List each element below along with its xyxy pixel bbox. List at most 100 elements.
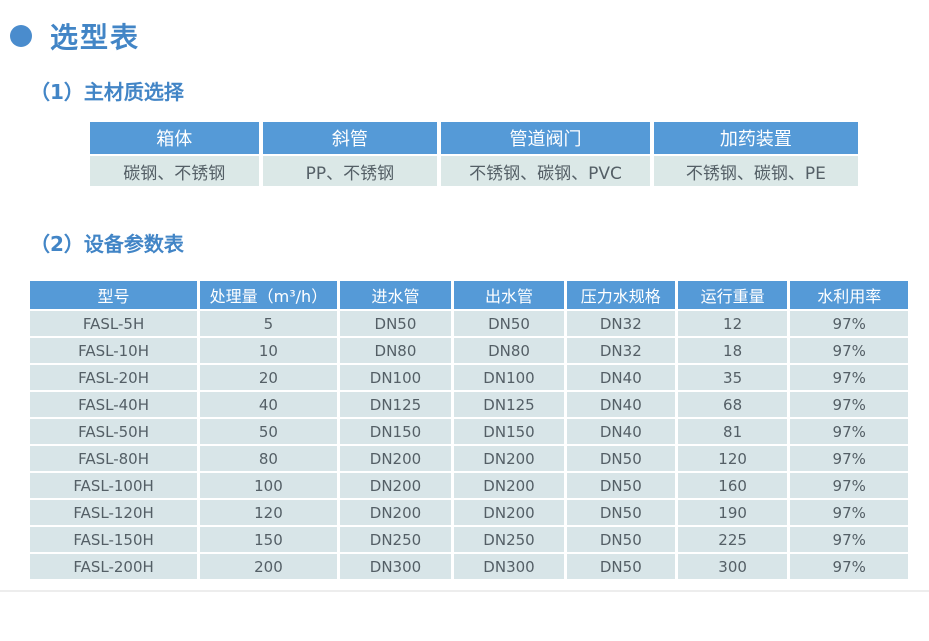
column-header: 压力水规格 bbox=[566, 281, 675, 309]
param-cell: DN50 bbox=[339, 311, 452, 336]
param-cell: DN100 bbox=[454, 365, 564, 390]
section-1-heading: （1）主材质选择 bbox=[30, 80, 184, 104]
param-cell: FASL-150H bbox=[30, 527, 198, 552]
param-cell: DN125 bbox=[339, 392, 452, 417]
param-cell: 40 bbox=[200, 392, 337, 417]
param-header-row: 型号 处理量（m³/h） 进水管 出水管 压力水规格 运行重量 水利用率 bbox=[30, 281, 908, 309]
table-row: FASL-5H 5 DN50 DN50 DN32 12 97% bbox=[30, 311, 908, 336]
table-row: 碳钢、不锈钢 PP、不锈钢 不锈钢、碳钢、PVC 不锈钢、碳钢、PE bbox=[90, 156, 858, 186]
param-cell: 200 bbox=[200, 554, 337, 579]
column-header: 水利用率 bbox=[790, 281, 908, 309]
table-row: FASL-200H 200 DN300 DN300 DN50 300 97% bbox=[30, 554, 908, 579]
param-cell: 97% bbox=[790, 473, 908, 498]
param-cell: DN40 bbox=[566, 419, 675, 444]
param-cell: DN100 bbox=[339, 365, 452, 390]
param-cell: DN200 bbox=[454, 446, 564, 471]
param-cell: DN200 bbox=[339, 446, 452, 471]
column-header: 箱体 bbox=[90, 122, 259, 154]
column-header: 斜管 bbox=[262, 122, 438, 154]
param-cell: 5 bbox=[200, 311, 337, 336]
param-cell: DN300 bbox=[339, 554, 452, 579]
equipment-parameter-table: 型号 处理量（m³/h） 进水管 出水管 压力水规格 运行重量 水利用率 FAS… bbox=[27, 279, 911, 581]
param-cell: 97% bbox=[790, 554, 908, 579]
param-cell: DN150 bbox=[339, 419, 452, 444]
param-cell: DN300 bbox=[454, 554, 564, 579]
column-header: 加药装置 bbox=[653, 122, 858, 154]
param-cell: FASL-5H bbox=[30, 311, 198, 336]
param-cell: 97% bbox=[790, 446, 908, 471]
table-row: FASL-50H 50 DN150 DN150 DN40 81 97% bbox=[30, 419, 908, 444]
table-row: FASL-10H 10 DN80 DN80 DN32 18 97% bbox=[30, 338, 908, 363]
bullet-circle-icon bbox=[10, 25, 32, 47]
column-header: 进水管 bbox=[339, 281, 452, 309]
table-row: FASL-80H 80 DN200 DN200 DN50 120 97% bbox=[30, 446, 908, 471]
param-cell: 35 bbox=[677, 365, 788, 390]
param-cell: DN32 bbox=[566, 338, 675, 363]
param-cell: DN40 bbox=[566, 365, 675, 390]
param-cell: 20 bbox=[200, 365, 337, 390]
param-cell: DN80 bbox=[454, 338, 564, 363]
bottom-divider bbox=[0, 590, 929, 592]
param-cell: DN40 bbox=[566, 392, 675, 417]
table-row: FASL-20H 20 DN100 DN100 DN40 35 97% bbox=[30, 365, 908, 390]
material-cell: 不锈钢、碳钢、PVC bbox=[441, 156, 650, 186]
param-cell: DN250 bbox=[454, 527, 564, 552]
param-cell: DN200 bbox=[454, 473, 564, 498]
param-cell: DN125 bbox=[454, 392, 564, 417]
column-header: 运行重量 bbox=[677, 281, 788, 309]
material-selection-table: 箱体 斜管 管道阀门 加药装置 碳钢、不锈钢 PP、不锈钢 不锈钢、碳钢、PVC… bbox=[86, 120, 862, 188]
param-cell: 18 bbox=[677, 338, 788, 363]
param-cell: DN200 bbox=[454, 500, 564, 525]
param-cell: 300 bbox=[677, 554, 788, 579]
page-title: 选型表 bbox=[10, 16, 140, 56]
material-header-row: 箱体 斜管 管道阀门 加药装置 bbox=[90, 122, 858, 154]
param-cell: 97% bbox=[790, 365, 908, 390]
param-cell: FASL-200H bbox=[30, 554, 198, 579]
param-cell: 80 bbox=[200, 446, 337, 471]
param-cell: DN50 bbox=[566, 473, 675, 498]
param-cell: 97% bbox=[790, 338, 908, 363]
param-cell: DN50 bbox=[566, 500, 675, 525]
param-cell: 10 bbox=[200, 338, 337, 363]
param-cell: 50 bbox=[200, 419, 337, 444]
param-cell: FASL-120H bbox=[30, 500, 198, 525]
param-cell: FASL-40H bbox=[30, 392, 198, 417]
param-cell: DN32 bbox=[566, 311, 675, 336]
param-cell: DN50 bbox=[566, 554, 675, 579]
page-title-text: 选型表 bbox=[50, 21, 141, 54]
param-cell: DN250 bbox=[339, 527, 452, 552]
param-cell: 100 bbox=[200, 473, 337, 498]
param-cell: FASL-50H bbox=[30, 419, 198, 444]
param-cell: 68 bbox=[677, 392, 788, 417]
param-cell: FASL-20H bbox=[30, 365, 198, 390]
column-header: 管道阀门 bbox=[441, 122, 650, 154]
param-cell: 97% bbox=[790, 527, 908, 552]
param-cell: 81 bbox=[677, 419, 788, 444]
param-cell: 190 bbox=[677, 500, 788, 525]
material-cell: 碳钢、不锈钢 bbox=[90, 156, 259, 186]
param-cell: 150 bbox=[200, 527, 337, 552]
column-header: 处理量（m³/h） bbox=[200, 281, 337, 309]
section-2-heading: （2）设备参数表 bbox=[30, 232, 184, 256]
column-header: 型号 bbox=[30, 281, 198, 309]
param-cell: FASL-100H bbox=[30, 473, 198, 498]
table-row: FASL-100H 100 DN200 DN200 DN50 160 97% bbox=[30, 473, 908, 498]
param-cell: DN50 bbox=[566, 527, 675, 552]
param-cell: FASL-10H bbox=[30, 338, 198, 363]
param-cell: 120 bbox=[200, 500, 337, 525]
param-cell: 120 bbox=[677, 446, 788, 471]
param-cell: 97% bbox=[790, 392, 908, 417]
param-cell: DN50 bbox=[566, 446, 675, 471]
param-cell: 225 bbox=[677, 527, 788, 552]
table-row: FASL-40H 40 DN125 DN125 DN40 68 97% bbox=[30, 392, 908, 417]
column-header: 出水管 bbox=[454, 281, 564, 309]
param-cell: DN200 bbox=[339, 473, 452, 498]
material-cell: 不锈钢、碳钢、PE bbox=[653, 156, 858, 186]
material-cell: PP、不锈钢 bbox=[262, 156, 438, 186]
param-cell: DN50 bbox=[454, 311, 564, 336]
param-cell: 12 bbox=[677, 311, 788, 336]
table-row: FASL-120H 120 DN200 DN200 DN50 190 97% bbox=[30, 500, 908, 525]
param-cell: DN150 bbox=[454, 419, 564, 444]
param-cell: 97% bbox=[790, 311, 908, 336]
